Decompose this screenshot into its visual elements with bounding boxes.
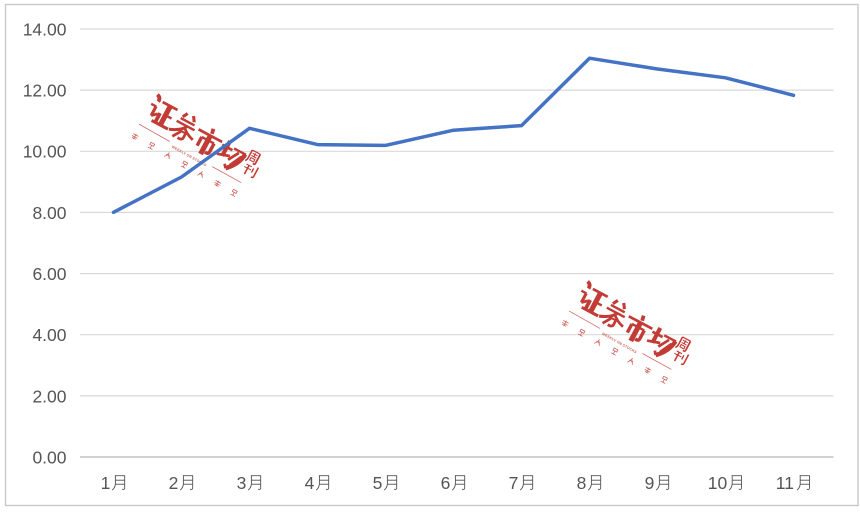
- svg-text:10: 10: [708, 473, 728, 493]
- svg-text:4: 4: [305, 473, 315, 493]
- svg-text:9: 9: [645, 473, 655, 493]
- svg-text:0.00: 0.00: [32, 447, 66, 467]
- svg-text:14.00: 14.00: [23, 19, 67, 39]
- svg-text:7: 7: [509, 473, 519, 493]
- svg-text:2: 2: [169, 473, 179, 493]
- svg-text:10.00: 10.00: [23, 142, 67, 162]
- svg-text:6.00: 6.00: [32, 264, 66, 284]
- svg-text:1: 1: [101, 473, 111, 493]
- svg-text:8: 8: [577, 473, 587, 493]
- svg-text:4.00: 4.00: [32, 325, 66, 345]
- svg-text:5: 5: [373, 473, 383, 493]
- svg-text:8.00: 8.00: [32, 203, 66, 223]
- svg-text:2.00: 2.00: [32, 386, 66, 406]
- svg-text:3: 3: [237, 473, 247, 493]
- svg-text:11: 11: [776, 473, 794, 493]
- svg-text:12.00: 12.00: [23, 81, 67, 101]
- svg-text:6: 6: [441, 473, 451, 493]
